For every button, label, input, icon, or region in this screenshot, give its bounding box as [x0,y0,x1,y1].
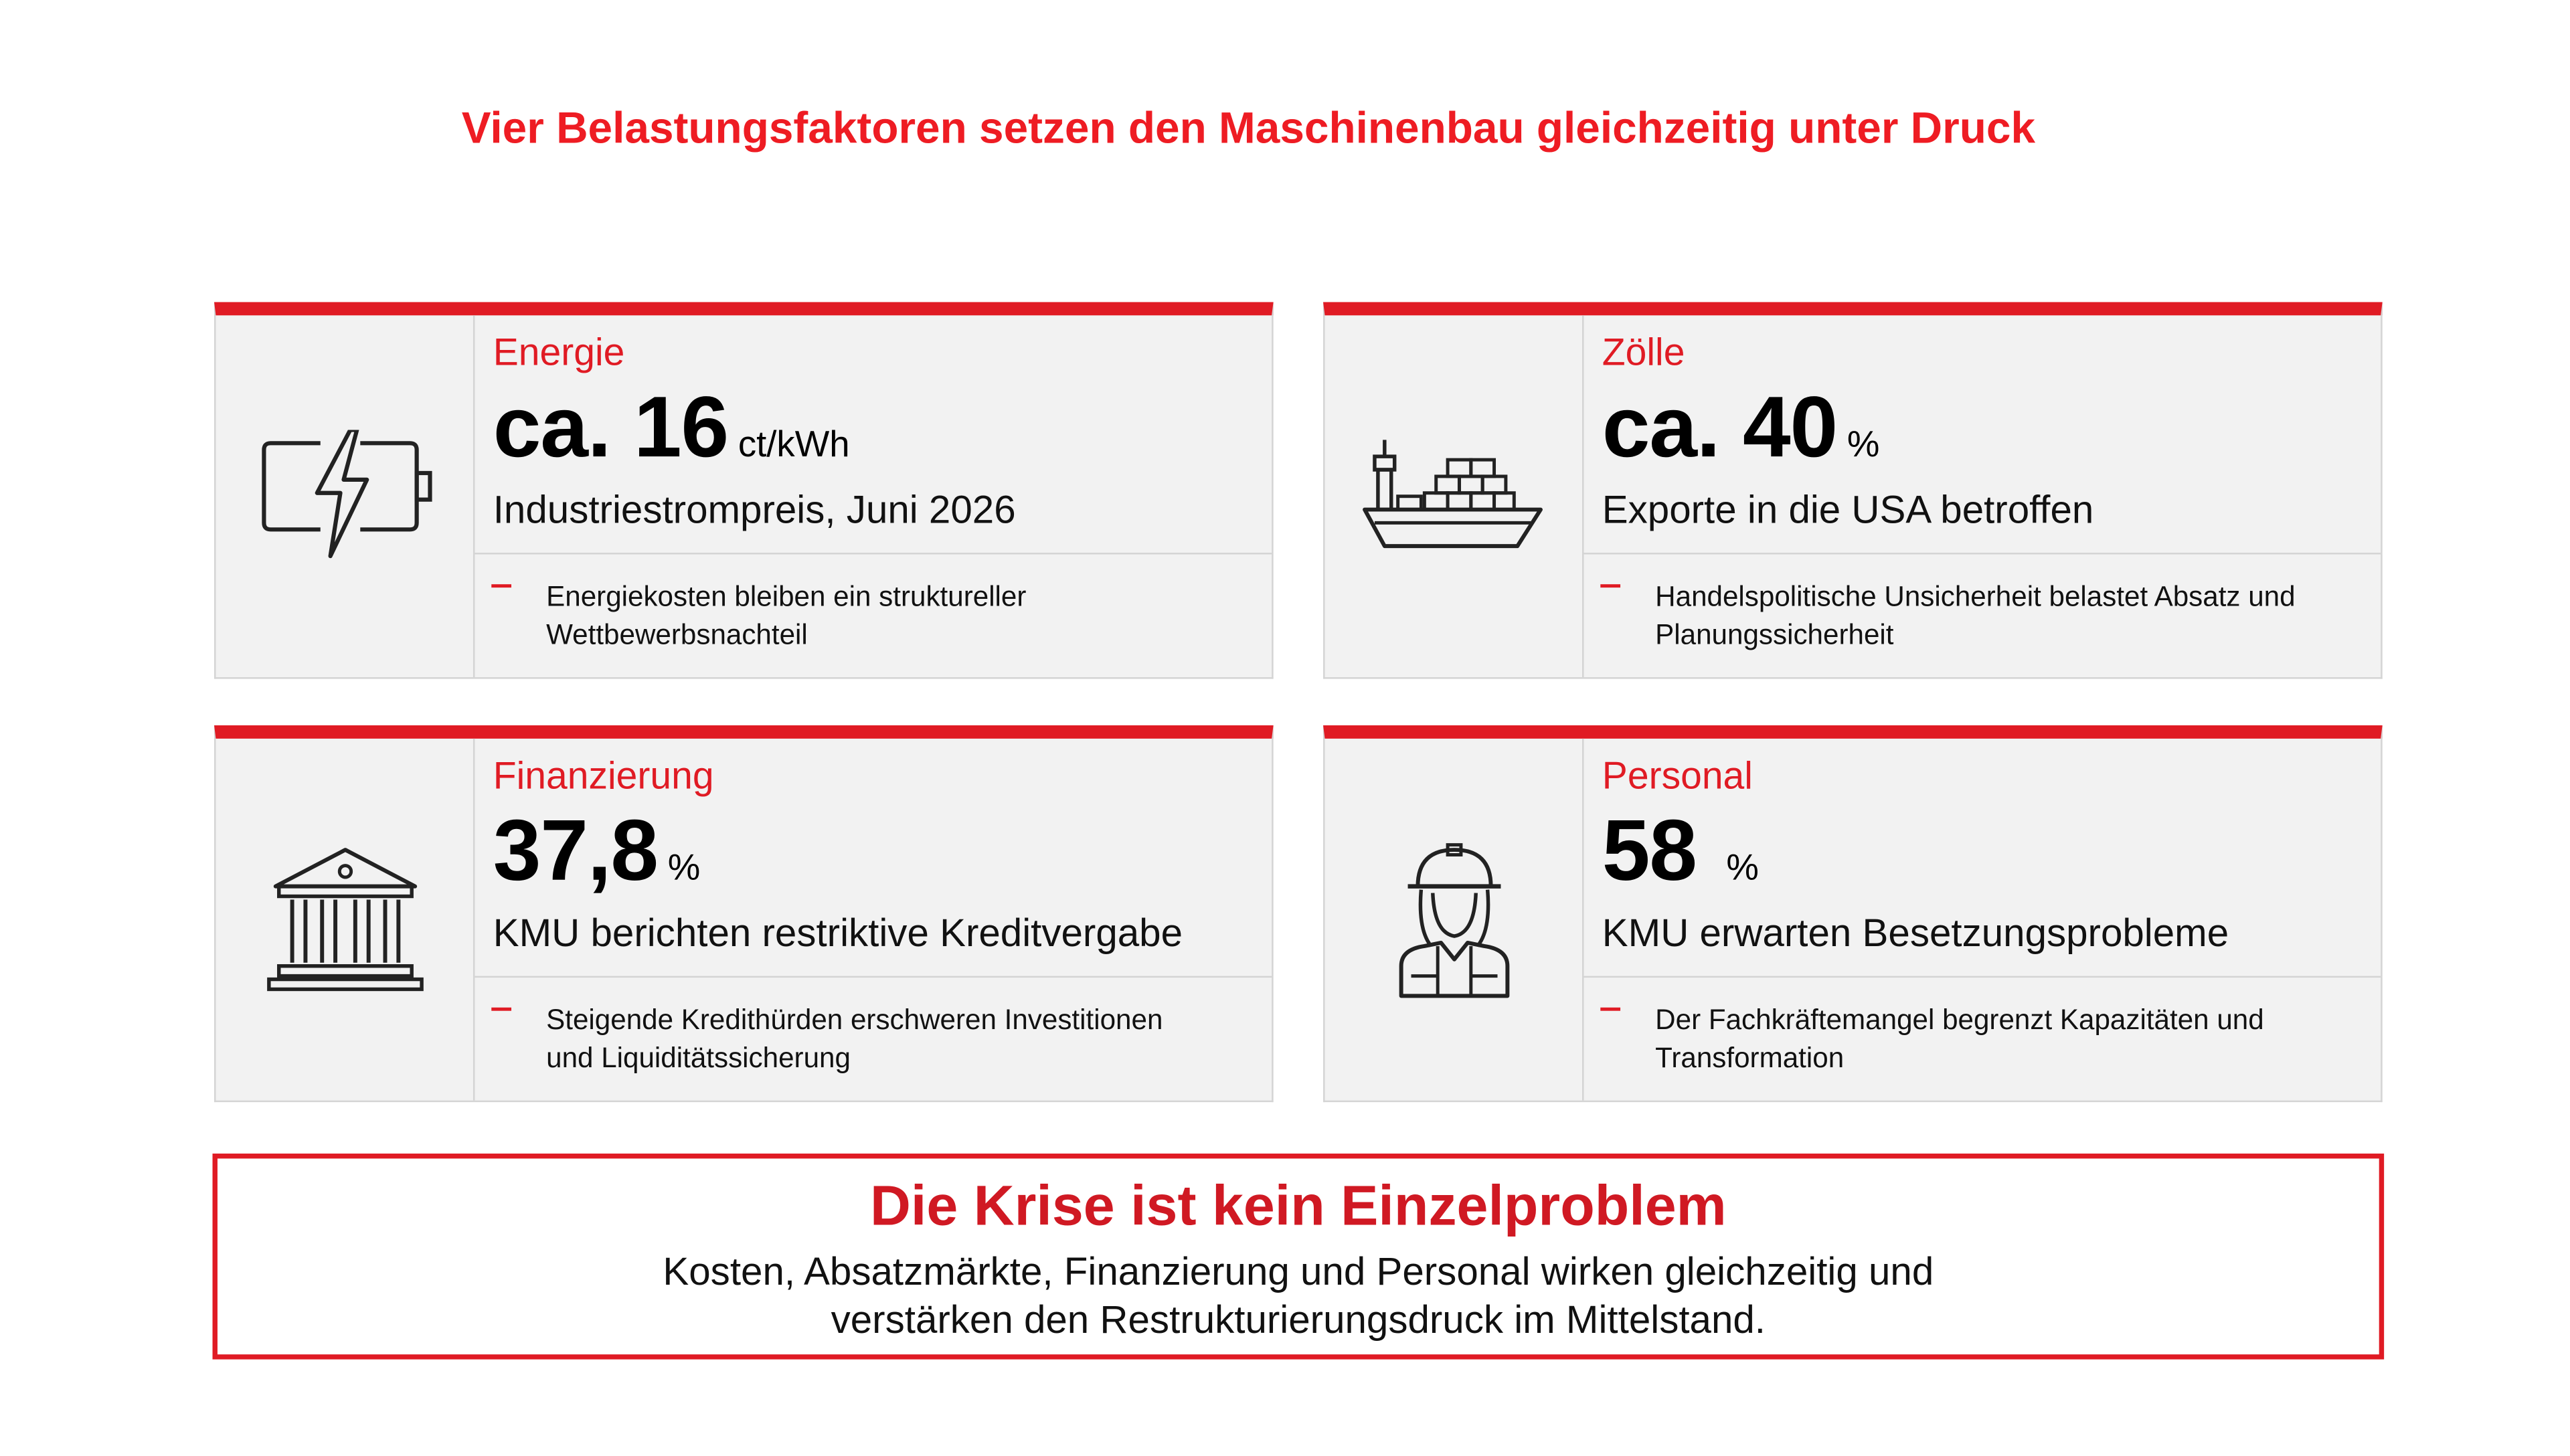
card-caption: KMU berichten restriktive Kreditvergabe [493,911,1183,955]
card-divider [475,553,1272,555]
card-metric: 37,8% [493,802,701,901]
bullet-dash [1600,1007,1621,1011]
card-label: Finanzierung [493,753,714,797]
card-content: Energie ca. 16 ct/kWh Industriestrompreis… [475,315,1272,677]
card-content: Personal 58% KMU erwarten Besetzungsprob… [1583,739,2381,1101]
card-icon-area [216,738,475,1101]
card-energie: Energie ca. 16 ct/kWh Industriestrompreis… [213,302,1274,679]
metric-value: 37,8 [493,803,659,900]
bank-building-icon [266,848,423,992]
bullet-line: Transformation [1655,1042,1845,1074]
metric-unit: % [1726,846,1759,889]
card-icon-area [1325,738,1584,1101]
metric-unit: % [667,846,701,889]
summary-box: Die Krise ist kein Einzelproblem Kosten,… [212,1154,2385,1360]
card-zoelle: Zölle ca. 40% Exporte in die USA betroff… [1323,302,2383,679]
metric-value: ca. 40 [1602,380,1838,476]
metric-value: ca. 16 [493,380,729,476]
bullet-line: Steigende Kredithürden erschweren Invest… [546,1004,1163,1036]
card-icon-area [216,315,475,678]
card-label: Personal [1602,753,1753,797]
bullet-text: Handelspolitische Unsicherheit belastet … [1655,577,2367,654]
card-caption: KMU erwarten Besetzungsprobleme [1602,911,2229,955]
bullet-line: Handelspolitische Unsicherheit belastet … [1655,581,2296,613]
card-metric: ca. 16 ct/kWh [493,379,850,478]
card-divider [1583,553,2381,555]
bullet-dash [491,584,512,588]
page-title: Vier Belastungsfaktoren setzen den Masch… [0,103,2570,155]
card-divider [1583,976,2381,978]
card-metric: 58% [1602,802,1759,901]
summary-line: Kosten, Absatzmärkte, Finanzierung und P… [663,1249,1934,1293]
bullet-line: Planungssicherheit [1655,619,1894,651]
summary-text: Kosten, Absatzmärkte, Finanzierung und P… [218,1248,2379,1344]
bullet-dash [491,1007,512,1011]
bullet-line: und Liquiditätssicherung [546,1042,851,1074]
card-finanzierung: Finanzierung 37,8% KMU berichten restrik… [213,725,1274,1103]
bullet-line: Energiekosten bleiben ein struktureller [546,581,1027,613]
metric-unit: % [1847,423,1880,465]
bullet-line: Wettbewerbsnachteil [546,619,808,651]
card-content: Finanzierung 37,8% KMU berichten restrik… [475,739,1272,1101]
bullet-line: Der Fachkräftemangel begrenzt Kapazitäte… [1655,1004,2264,1036]
card-personal: Personal 58% KMU erwarten Besetzungsprob… [1323,725,2383,1103]
summary-title: Die Krise ist kein Einzelproblem [870,1175,1727,1239]
card-caption: Exporte in die USA betroffen [1602,488,2094,531]
bullet-text: Steigende Kredithürden erschweren Invest… [546,1001,1258,1077]
metric-unit: ct/kWh [738,423,850,465]
card-icon-area [1325,315,1584,678]
bullet-text: Energiekosten bleiben ein struktureller … [546,577,1258,654]
card-label: Zölle [1602,330,1685,374]
card-metric: ca. 40% [1602,379,1880,478]
battery-lightning-icon [261,430,432,559]
bullet-dash [1600,584,1621,588]
bullet-text: Der Fachkräftemangel begrenzt Kapazitäte… [1655,1001,2367,1077]
page-title-text: Vier Belastungsfaktoren setzen den Masch… [461,102,2036,153]
summary-line: verstärken den Restrukturierungsdruck im… [831,1297,1766,1342]
cargo-ship-icon [1361,440,1542,549]
card-content: Zölle ca. 40% Exporte in die USA betroff… [1583,315,2381,677]
metric-value: 58 [1602,803,1697,900]
card-caption: Industriestrompreis, Juni 2026 [493,488,1016,531]
worker-helmet-icon [1398,843,1509,998]
card-label: Energie [493,330,625,374]
card-divider [475,976,1272,978]
